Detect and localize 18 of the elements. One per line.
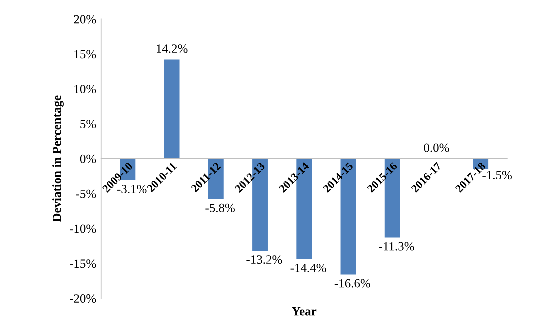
y-tick-label: -5% [76,190,96,198]
y-tick-label: 0% [80,154,96,164]
y-tick-label: -20% [70,294,96,304]
data-label: -14.4% [290,264,326,272]
y-tick-label: 5% [80,120,96,128]
y-tick-label: -15% [70,260,96,268]
y-tick-label: -10% [70,224,96,234]
data-label: -13.2% [246,256,282,264]
data-label: -5.8% [206,204,235,212]
x-axis-title: Year [292,307,317,316]
data-label: 0.0% [424,144,450,152]
y-tick-label: 10% [74,85,96,94]
data-label: -16.6% [334,279,370,288]
data-label: -11.3% [379,242,414,251]
y-tick-label: 15% [74,50,96,59]
y-tick-label: 20% [74,15,96,24]
y-axis-title: Deviation in Percentage [52,96,64,222]
data-label: 14.2% [156,44,188,54]
